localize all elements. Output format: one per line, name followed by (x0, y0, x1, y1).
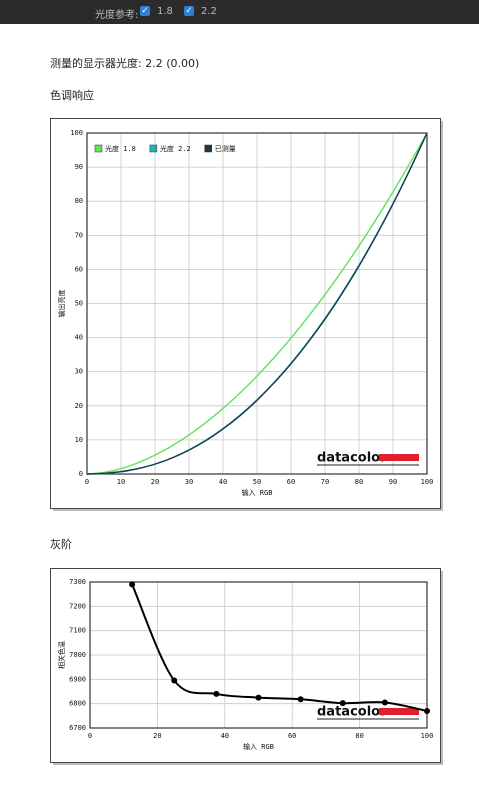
y-tick-label: 7300 (69, 578, 86, 586)
x-tick-label: 100 (421, 478, 434, 486)
y-tick-label: 6700 (69, 724, 86, 732)
checkbox[interactable]: ✓ (184, 6, 194, 16)
y-tick-label: 80 (75, 197, 83, 205)
y-axis-title: 输出亮度 (57, 290, 66, 318)
section-title: 色调响应 (50, 89, 94, 102)
data-point (129, 581, 136, 588)
legend-swatch (94, 144, 103, 153)
measured-gamma: 测量的显示器光度: 2.2 (0.00) (50, 57, 200, 70)
x-tick-label: 20 (151, 478, 159, 486)
y-tick-label: 60 (75, 265, 83, 273)
y-tick-label: 50 (75, 300, 83, 308)
data-point (339, 700, 346, 707)
data-point (424, 707, 430, 714)
y-tick-label: 40 (75, 334, 83, 342)
option-label[interactable]: 1.8 (157, 6, 173, 17)
x-tick-label: 80 (355, 478, 363, 486)
y-tick-label: 7000 (69, 651, 86, 659)
legend-swatch (149, 144, 158, 153)
x-tick-label: 40 (221, 732, 229, 740)
y-tick-label: 100 (70, 129, 83, 137)
legend-swatch (204, 144, 212, 153)
legend-label: 已测量 (215, 145, 236, 153)
x-tick-label: 0 (88, 732, 92, 740)
y-tick-label: 10 (75, 436, 83, 444)
y-tick-label: 7200 (69, 602, 86, 610)
x-tick-label: 0 (85, 478, 89, 486)
x-tick-label: 20 (153, 732, 161, 740)
toolbar: 光度参考: ✓ 1.8 ✓ 2.2 (0, 0, 479, 24)
x-axis-title: 输入 RGB (242, 488, 273, 497)
y-tick-label: 70 (75, 231, 83, 239)
x-tick-label: 90 (389, 478, 397, 486)
logo: datacolor (317, 705, 387, 720)
data-point (255, 694, 262, 701)
x-tick-label: 50 (253, 478, 261, 486)
y-tick-label: 6800 (69, 700, 86, 708)
option-label[interactable]: 2.2 (201, 6, 217, 17)
y-tick-label: 30 (75, 368, 83, 376)
plot-frame (89, 581, 428, 729)
data-point (171, 677, 178, 684)
series-line (86, 132, 428, 475)
x-axis-title: 输入 RGB (243, 742, 274, 751)
data-point (213, 690, 220, 697)
x-tick-label: 40 (219, 478, 227, 486)
legend-label: 光度 1.8 (105, 144, 136, 153)
logo: datacolor (317, 451, 387, 466)
chart-frame (50, 568, 441, 763)
plot-frame (86, 132, 428, 475)
x-tick-label: 60 (287, 478, 295, 486)
checkbox[interactable]: ✓ (140, 6, 150, 16)
y-tick-label: 20 (75, 402, 83, 410)
x-tick-label: 80 (355, 732, 363, 740)
series-line (86, 132, 428, 475)
y-tick-label: 6900 (69, 675, 86, 683)
section-title: 灰阶 (50, 538, 72, 551)
y-tick-label: 90 (75, 163, 83, 171)
x-tick-label: 100 (421, 732, 434, 740)
data-point (297, 696, 304, 703)
legend-label: 光度 2.2 (160, 144, 191, 153)
x-tick-label: 60 (288, 732, 296, 740)
y-axis-title: 相关色温 (57, 641, 66, 669)
x-tick-label: 30 (185, 478, 193, 486)
data-point (381, 699, 388, 706)
x-tick-label: 70 (321, 478, 329, 486)
chart: 6700 6800 6900 7000 7100 7200 7300 0 20 40 60 80 100… (50, 568, 443, 765)
y-tick-label: 0 (79, 470, 83, 478)
chart: 0 10 20 30 40 50 60 70 80 90 100 0 10 20 30 40 50 60 70 80 9… (50, 118, 443, 511)
toolbar-label: 光度参考: (95, 10, 139, 21)
logo-bar (379, 454, 419, 461)
x-tick-label: 10 (117, 478, 125, 486)
chart-frame (50, 118, 441, 509)
y-tick-label: 7100 (69, 627, 86, 635)
logo-bar (379, 708, 419, 715)
